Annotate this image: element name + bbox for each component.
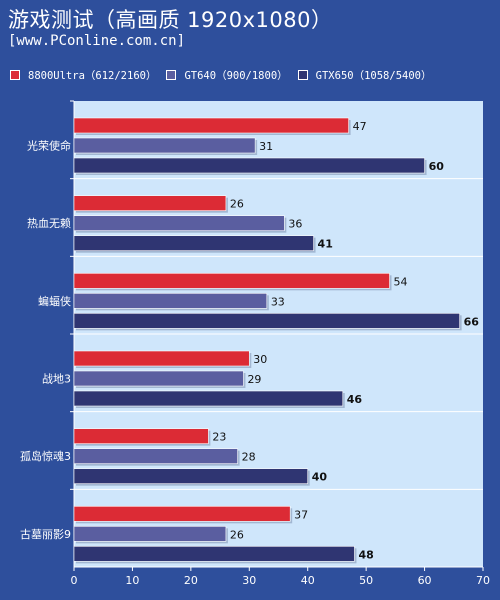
bar-series-1 — [73, 195, 227, 211]
bar-series-1 — [73, 117, 349, 134]
bar-series-3 — [73, 235, 314, 251]
legend-label-series-1: 8800Ultra（612/2160） — [28, 69, 157, 82]
x-tick-label: 20 — [184, 574, 198, 587]
category-label: 蝙蝠侠 — [38, 294, 71, 308]
category-label: 战地3 — [42, 373, 71, 386]
bar-value-label: 23 — [212, 431, 226, 444]
bar-value-label: 54 — [394, 275, 408, 288]
bar-series-2 — [73, 137, 256, 154]
legend-item-series-1: 8800Ultra（612/2160） — [10, 68, 156, 83]
category-label: 孤岛惊魂3 — [20, 449, 71, 463]
bar-series-2 — [73, 526, 227, 542]
category-label: 热血无赖 — [27, 216, 71, 230]
bar-value-label: 36 — [288, 218, 302, 231]
bar-value-label: 41 — [318, 238, 333, 251]
bar-series-3 — [73, 546, 355, 562]
x-tick-label: 60 — [418, 574, 432, 587]
bar-value-label: 60 — [429, 160, 445, 173]
bar-series-2 — [73, 448, 238, 464]
bar-series-1 — [73, 273, 390, 289]
bar-series-1 — [73, 350, 250, 367]
bar-value-label: 29 — [247, 373, 261, 386]
bar-value-label: 31 — [259, 140, 273, 153]
x-tick-label: 40 — [301, 574, 315, 587]
x-tick-label: 30 — [242, 574, 256, 587]
category-label: 古墓丽影9 — [20, 528, 71, 541]
bar-series-2 — [73, 215, 285, 231]
bar-value-label: 40 — [312, 471, 328, 484]
bar-value-label: 66 — [464, 315, 480, 328]
bar-value-label: 37 — [294, 508, 308, 521]
bar-series-2 — [73, 293, 268, 309]
bar-value-label: 33 — [271, 295, 285, 308]
legend-item-series-2: GT640（900/1800） — [166, 68, 288, 83]
legend-item-series-3: GTX650（1058/5400） — [297, 68, 432, 83]
legend-label-series-3: GTX650（1058/5400） — [315, 69, 432, 82]
x-tick-label: 70 — [476, 574, 490, 587]
bar-value-label: 47 — [353, 120, 367, 133]
bar-series-3 — [73, 468, 309, 484]
x-tick-label: 50 — [359, 574, 373, 587]
legend-label-series-2: GT640（900/1800） — [184, 69, 288, 82]
bar-series-3 — [73, 313, 460, 329]
bar-value-label: 26 — [230, 198, 244, 211]
category-label: 光荣使命 — [27, 139, 71, 153]
legend-swatch-series-1 — [10, 70, 20, 80]
bar-value-label: 46 — [347, 393, 363, 406]
x-tick-label: 0 — [71, 574, 78, 587]
bar-value-label: 30 — [253, 353, 267, 366]
chart-title: 游戏测试（高画质 1920x1080） — [8, 8, 333, 32]
bar-series-3 — [73, 390, 344, 407]
bar-value-label: 48 — [358, 548, 373, 561]
bar-series-1 — [73, 506, 291, 522]
chart-subtitle: [www.PConline.com.cn] — [8, 33, 186, 49]
bar-value-label: 28 — [242, 451, 256, 464]
bar-series-2 — [73, 370, 244, 387]
legend-swatch-series-2 — [166, 70, 177, 80]
legend-swatch-series-3 — [297, 70, 308, 80]
legend: 8800Ultra（612/2160） GT640（900/1800） GTX6… — [10, 66, 500, 84]
x-tick-label: 10 — [125, 574, 139, 587]
bar-series-1 — [73, 428, 209, 444]
bar-value-label: 26 — [230, 528, 244, 541]
bar-series-3 — [73, 157, 425, 174]
